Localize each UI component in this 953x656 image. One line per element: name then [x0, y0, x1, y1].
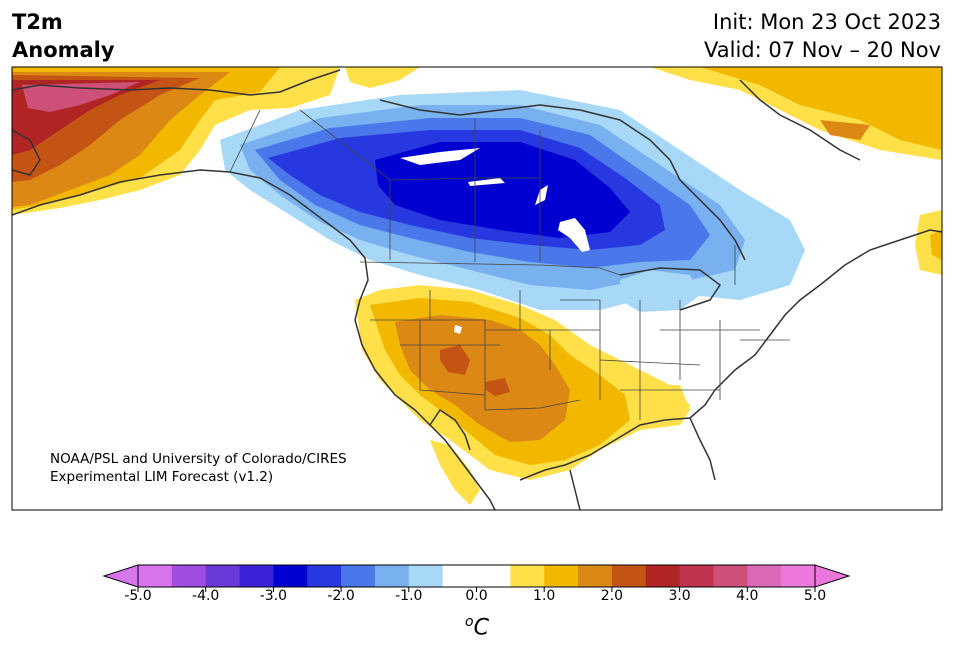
colorbar-min-extension — [102, 564, 139, 588]
credit-line1: NOAA/PSL and University of Colorado/CIRE… — [50, 451, 347, 467]
colorbar-max-extension — [814, 564, 851, 588]
colorbar-swatch — [408, 565, 444, 587]
colorbar-unit: oC — [465, 614, 495, 640]
colorbar-tick-label: -2.0 — [327, 588, 355, 604]
colorbar-tick-label: -3.0 — [259, 588, 288, 604]
colorbar-tick-label: -5.0 — [124, 588, 152, 604]
political-borders — [229, 109, 790, 420]
colorbar-tick-label: -4.0 — [192, 588, 220, 604]
colorbar-swatch — [205, 565, 241, 587]
colorbar-swatch — [679, 565, 714, 587]
title-variable-line1: T2m — [12, 10, 63, 34]
colorbar-swatch — [544, 565, 579, 587]
southwest-warm-anomaly — [355, 285, 690, 505]
canada-cold-anomaly — [220, 90, 805, 312]
map-frame — [11, 66, 943, 511]
colorbar-swatches — [138, 565, 816, 587]
valid-range: Valid: 07 Nov – 20 Nov — [704, 38, 941, 62]
alaska-warm-anomaly — [12, 67, 340, 215]
colorbar-swatch — [239, 565, 274, 587]
colorbar-tick-label: 4.0 — [736, 588, 759, 604]
title-variable: T2m Anomaly — [12, 8, 115, 64]
colorbar-swatch — [578, 565, 613, 587]
colorbar-tick-label: 5.0 — [803, 588, 827, 604]
init-date: Init: Mon 23 Oct 2023 — [712, 10, 941, 34]
colorbar-swatch — [510, 565, 545, 587]
colorbar-tick-label: -1.0 — [395, 588, 423, 604]
unit-celsius: C — [473, 615, 489, 641]
colorbar-swatch — [781, 565, 816, 587]
colorbar-swatch — [171, 565, 207, 587]
credit-line2: Experimental LIM Forecast (v1.2) — [50, 469, 273, 485]
colorbar-tick-label: 3.0 — [668, 588, 691, 604]
arctic-warm-anomaly — [345, 67, 942, 275]
colorbar-swatch — [273, 565, 308, 587]
colorbar-swatch — [374, 565, 410, 587]
colorbar-swatch — [138, 565, 173, 587]
colorbar-swatch — [442, 565, 477, 587]
coastlines — [12, 69, 942, 510]
colorbar-swatch — [645, 565, 681, 587]
colorbar-swatch — [611, 565, 647, 587]
colorbar-swatch — [747, 565, 782, 587]
colorbar-tick-label: 2.0 — [600, 588, 624, 604]
colorbar-swatch — [476, 565, 511, 587]
unit-degree: o — [465, 614, 474, 630]
title-variable-line2: Anomaly — [12, 38, 115, 62]
title-dates: Init: Mon 23 Oct 2023 Valid: 07 Nov – 20… — [704, 8, 941, 64]
colorbar-swatch — [341, 565, 376, 587]
colorbar-tick-label: 0.0 — [465, 588, 488, 604]
colorbar-swatch — [713, 565, 748, 587]
colorbar-swatch — [307, 565, 342, 587]
colorbar-tick-label: 1.0 — [533, 588, 556, 604]
